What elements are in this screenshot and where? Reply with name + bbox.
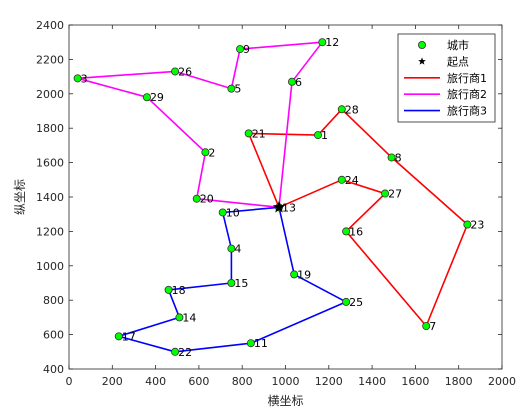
x-tick-label-2000: 2000 <box>488 375 516 388</box>
x-tick-label-600: 600 <box>188 375 209 388</box>
city-marker-16 <box>342 227 351 236</box>
city-marker-3 <box>73 74 82 83</box>
x-tick-label-200: 200 <box>102 375 123 388</box>
city-label-17: 17 <box>122 330 136 343</box>
city-label-28: 28 <box>345 103 359 116</box>
x-tick-label-1200: 1200 <box>315 375 343 388</box>
start-point-star <box>272 200 286 213</box>
y-tick-label-1600: 1600 <box>36 157 64 170</box>
city-marker-9 <box>236 45 245 54</box>
city-marker-11 <box>246 339 255 348</box>
city-label-19: 19 <box>297 268 311 281</box>
x-tick-label-1800: 1800 <box>445 375 473 388</box>
city-marker-24 <box>337 175 346 184</box>
y-tick-label-1200: 1200 <box>36 225 64 238</box>
city-marker-14 <box>175 313 184 322</box>
city-marker-2 <box>201 148 210 157</box>
city-label-2: 2 <box>208 146 215 159</box>
city-marker-4 <box>227 244 236 253</box>
city-label-25: 25 <box>349 296 363 309</box>
city-marker-10 <box>218 208 227 217</box>
city-label-8: 8 <box>395 151 402 164</box>
city-marker-28 <box>337 105 346 114</box>
city-marker-20 <box>192 194 201 203</box>
city-label-6: 6 <box>295 76 302 89</box>
x-tick-label-1600: 1600 <box>401 375 429 388</box>
city-label-27: 27 <box>388 188 402 201</box>
city-label-24: 24 <box>345 174 359 187</box>
x-tick-label-0: 0 <box>66 375 73 388</box>
axes-layer: 0 200 400 600 800 1000 1200 1400 1600 1800 2000400… <box>36 19 516 388</box>
city-label-10: 10 <box>226 206 240 219</box>
city-marker-8 <box>387 153 396 162</box>
city-marker-6 <box>287 77 296 86</box>
city-marker-27 <box>381 189 390 198</box>
city-marker-15 <box>227 278 236 287</box>
city-marker-23 <box>463 220 472 229</box>
route-line-3 <box>118 206 347 353</box>
y-tick-label-2200: 2200 <box>36 53 64 66</box>
legend-label-1: 城市 <box>447 38 469 52</box>
city-label-21: 21 <box>252 127 266 140</box>
city-label-12: 12 <box>325 36 339 49</box>
city-label-15: 15 <box>234 277 248 290</box>
legend-symbol-2 <box>418 57 426 65</box>
legend-label-5: 旅行商3 <box>447 104 487 118</box>
y-tick-label-600: 600 <box>43 329 64 342</box>
x-tick-label-1400: 1400 <box>358 375 386 388</box>
y-tick-label-400: 400 <box>43 363 64 376</box>
city-label-3: 3 <box>81 72 88 85</box>
city-label-22: 22 <box>178 346 192 359</box>
city-label-4: 4 <box>234 243 241 256</box>
city-label-5: 5 <box>234 83 241 96</box>
y-tick-label-800: 800 <box>43 294 64 307</box>
city-marker-19 <box>290 270 299 279</box>
cities-layer: 1234567891011121314151617181920212223242… <box>73 36 484 359</box>
x-tick-label-1000: 1000 <box>272 375 300 388</box>
city-label-29: 29 <box>150 91 164 104</box>
x-axis-title: 横坐标 <box>267 394 303 408</box>
city-label-20: 20 <box>200 193 214 206</box>
city-marker-26 <box>171 67 180 76</box>
legend-label-3: 旅行商1 <box>447 71 487 85</box>
y-tick-label-2000: 2000 <box>36 88 64 101</box>
y-tick-label-1400: 1400 <box>36 191 64 204</box>
city-label-18: 18 <box>172 284 186 297</box>
city-marker-21 <box>244 129 253 138</box>
city-marker-1 <box>313 131 322 140</box>
y-tick-label-2400: 2400 <box>36 19 64 32</box>
city-label-16: 16 <box>349 225 363 238</box>
city-label-13: 13 <box>282 201 296 214</box>
city-marker-18 <box>164 285 173 294</box>
city-marker-25 <box>342 297 351 306</box>
city-label-11: 11 <box>254 337 268 350</box>
city-label-9: 9 <box>243 43 250 56</box>
legend-symbol-1 <box>417 41 426 50</box>
city-label-14: 14 <box>182 311 196 324</box>
city-marker-12 <box>318 38 327 47</box>
x-tick-label-400: 400 <box>145 375 166 388</box>
city-marker-22 <box>171 347 180 356</box>
y-axis-title: 纵坐标 <box>13 179 27 215</box>
city-label-23: 23 <box>470 219 484 232</box>
city-label-7: 7 <box>429 320 436 333</box>
city-marker-5 <box>227 84 236 93</box>
city-marker-17 <box>114 332 123 341</box>
city-label-1: 1 <box>321 129 328 142</box>
legend-label-2: 起点 <box>447 55 469 68</box>
city-label-26: 26 <box>178 65 192 78</box>
legend-label-4: 旅行商2 <box>447 87 487 101</box>
city-marker-29 <box>142 93 151 102</box>
y-tick-label-1000: 1000 <box>36 260 64 273</box>
city-marker-7 <box>422 321 431 330</box>
y-tick-label-1800: 1800 <box>36 122 64 135</box>
x-tick-label-800: 800 <box>232 375 253 388</box>
